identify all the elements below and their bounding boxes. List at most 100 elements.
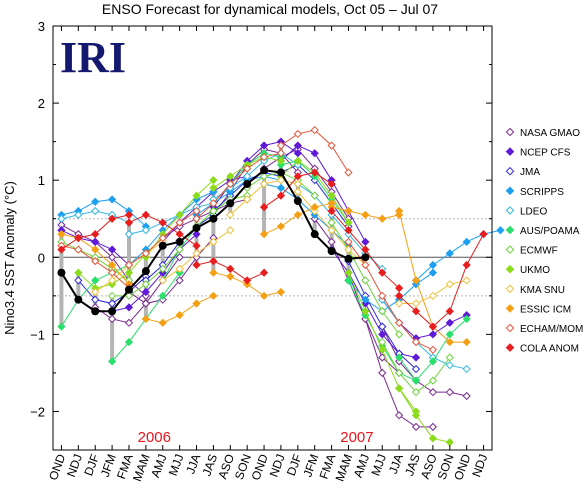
forecast-point — [124, 268, 134, 277]
forecast-point — [107, 299, 117, 308]
forecast-point — [327, 237, 336, 246]
forecast-point — [395, 411, 404, 420]
legend-label: UKMO — [520, 265, 550, 276]
forecast-point — [344, 276, 353, 285]
forecast-point — [74, 268, 83, 277]
y-tick-label: −2 — [30, 404, 45, 419]
forecast-point — [209, 176, 218, 185]
forecast-point — [445, 388, 454, 397]
forecast-point — [192, 214, 201, 223]
forecast-point — [462, 391, 471, 401]
forecast-point — [209, 199, 218, 208]
forecast-point — [378, 291, 387, 300]
forecast-point — [124, 303, 134, 312]
forecast-point — [226, 264, 235, 273]
forecast-point — [428, 434, 438, 443]
forecast-line-1 — [94, 256, 181, 324]
y-tick-label: 0 — [38, 250, 45, 265]
forecast-point — [411, 276, 421, 285]
forecast-point — [158, 291, 167, 300]
forecast-point — [276, 141, 286, 150]
forecast-point — [361, 210, 370, 219]
forecast-point — [276, 149, 286, 158]
forecast-point — [226, 210, 235, 219]
forecast-point — [209, 257, 218, 266]
forecast-line-25 — [348, 272, 434, 312]
forecast-point — [428, 291, 438, 300]
legend-marker — [505, 166, 515, 176]
forecast-point — [192, 206, 201, 216]
forecast-point — [361, 237, 370, 246]
legend-label: ECMWF — [520, 246, 558, 257]
forecast-line-13 — [280, 144, 366, 243]
forecast-point — [74, 245, 83, 254]
forecast-point — [107, 276, 117, 285]
forecast-point — [175, 253, 184, 262]
forecast-line-6 — [314, 218, 400, 374]
legend-label: ESSIC ICM — [520, 304, 571, 315]
forecast-point — [107, 291, 117, 300]
forecast-point — [192, 260, 201, 270]
forecast-point — [411, 299, 421, 308]
observed-point — [209, 214, 218, 223]
forecast-point — [259, 179, 269, 189]
forecast-point — [91, 206, 100, 216]
forecast-line-31 — [381, 299, 467, 370]
forecast-point — [445, 330, 454, 339]
forecast-point — [107, 268, 117, 277]
forecast-point — [428, 357, 438, 366]
forecast-point — [445, 353, 454, 362]
forecast-point — [276, 156, 286, 166]
forecast-point — [378, 322, 387, 331]
forecast-point — [141, 249, 150, 258]
forecast-point — [344, 237, 353, 246]
forecast-point — [175, 264, 184, 273]
forecast-point — [411, 353, 421, 362]
observed-point — [243, 180, 252, 189]
legend-label: JMA — [520, 167, 540, 178]
forecast-point — [91, 276, 100, 285]
forecast-point — [209, 183, 218, 192]
forecast-line-72 — [398, 233, 484, 328]
forecast-point — [310, 149, 319, 158]
forecast-point — [57, 230, 66, 239]
x-tick-label: NDJ — [64, 452, 85, 479]
observed-range-bars — [59, 145, 351, 362]
forecast-point — [344, 268, 353, 277]
forecast-point — [428, 376, 438, 385]
forecast-point — [445, 280, 454, 289]
forecast-point — [378, 353, 387, 362]
forecast-point — [361, 307, 370, 316]
forecast-point — [395, 299, 404, 308]
forecast-point — [175, 310, 184, 320]
forecast-point — [361, 295, 370, 304]
forecast-point — [395, 353, 404, 362]
forecast-line-26 — [415, 229, 501, 281]
forecast-point — [276, 176, 286, 185]
forecast-point — [141, 280, 150, 289]
observed-point — [361, 253, 370, 262]
forecast-point — [361, 276, 370, 285]
observed-point — [141, 267, 150, 276]
observed-point — [260, 166, 269, 175]
forecast-point — [344, 226, 353, 235]
legend-marker — [505, 147, 515, 156]
forecast-point — [107, 195, 117, 204]
forecast-point — [462, 276, 471, 285]
forecast-point — [395, 384, 404, 393]
forecast-point — [141, 299, 150, 308]
observed-point — [192, 223, 201, 232]
forecast-point — [141, 287, 150, 297]
year-label: 2007 — [340, 429, 373, 446]
forecast-point — [192, 191, 201, 200]
forecast-point — [462, 260, 471, 270]
forecast-point — [411, 307, 421, 316]
forecast-point — [293, 179, 302, 189]
forecast-point — [327, 226, 336, 235]
iri-logo: IRI — [60, 33, 126, 82]
forecast-point — [344, 218, 353, 227]
forecast-line-24 — [263, 183, 349, 247]
forecast-point — [141, 314, 150, 324]
legend-label: NCEP CFS — [520, 148, 571, 159]
forecast-point — [243, 172, 252, 181]
